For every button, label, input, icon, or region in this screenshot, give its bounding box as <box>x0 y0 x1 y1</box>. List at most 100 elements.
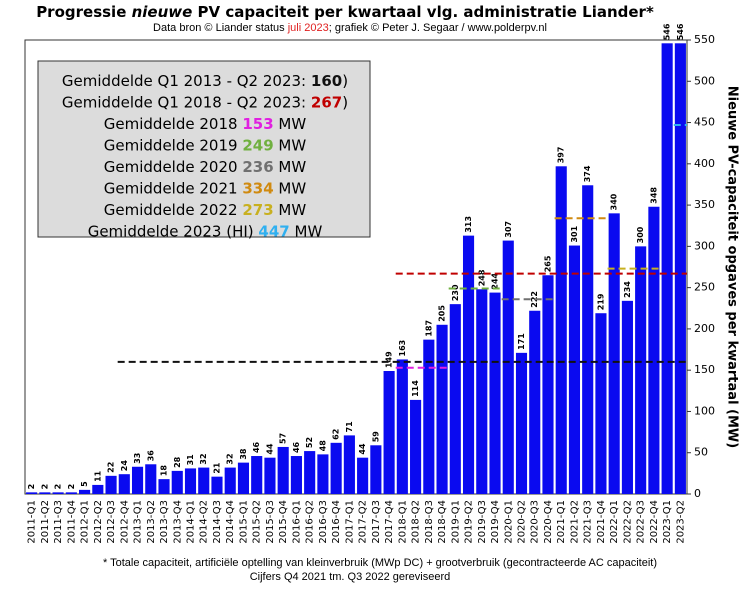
x-tick-label: 2014-Q2 <box>199 500 210 544</box>
footnote: * Totale capaciteit, artificiële optelli… <box>103 557 657 569</box>
x-tick-label: 2023-Q1 <box>662 500 673 544</box>
bar <box>198 467 210 494</box>
value-label: 205 <box>438 305 447 322</box>
value-label: 300 <box>636 226 645 243</box>
value-label: 5 <box>80 481 89 487</box>
x-tick-label: 2021-Q4 <box>596 500 607 544</box>
bar <box>317 454 329 494</box>
x-tick-label: 2020-Q1 <box>503 500 514 544</box>
x-tick-label: 2013-Q3 <box>159 500 170 544</box>
bar <box>648 206 660 494</box>
value-label: 301 <box>570 225 579 242</box>
value-label: 248 <box>477 269 486 286</box>
value-label: 31 <box>186 454 195 466</box>
y-tick-label: 550 <box>694 33 715 46</box>
x-tick-label: 2023-Q2 <box>675 500 686 544</box>
x-tick-label: 2013-Q2 <box>146 500 157 544</box>
legend-value: 153 <box>242 115 273 133</box>
x-tick-label: 2018-Q4 <box>437 500 448 544</box>
legend-entry: Gemiddelde 2022 273 MW <box>104 201 307 219</box>
subtitle-part: Data bron © Liander status <box>153 22 288 34</box>
bar <box>131 466 144 494</box>
value-label: 22 <box>107 462 116 473</box>
value-label: 48 <box>318 440 327 452</box>
value-label: 62 <box>332 429 341 440</box>
bar <box>515 352 528 494</box>
y-tick-label: 400 <box>694 157 715 170</box>
bar <box>264 457 276 494</box>
value-label: 163 <box>398 340 407 357</box>
x-tick-label: 2018-Q2 <box>411 500 422 544</box>
plot-frame <box>24 39 688 495</box>
legend-entry: Gemiddelde 2023 (HI) 447 MW <box>88 222 323 240</box>
bar <box>423 339 435 494</box>
y-tick-label: 50 <box>694 446 708 459</box>
bar <box>621 300 633 494</box>
x-tick-label: 2015-Q3 <box>265 500 276 544</box>
x-tick-label: 2021-Q1 <box>556 500 567 544</box>
subtitle: Data bron © Liander status juli 2023; gr… <box>153 22 547 34</box>
y-tick-label: 0 <box>694 487 701 500</box>
legend-label: Gemiddelde 2018 <box>104 115 238 133</box>
x-tick-label: 2019-Q2 <box>464 500 475 544</box>
bar <box>79 489 91 494</box>
legend-suffix: MW <box>278 136 306 154</box>
value-label: 348 <box>649 187 658 204</box>
legend-value: 447 <box>258 222 289 240</box>
value-label: 244 <box>491 272 500 289</box>
bar <box>118 474 130 494</box>
value-label: 11 <box>93 470 102 482</box>
x-tick-label: 2011-Q4 <box>66 500 77 544</box>
bar <box>661 43 673 494</box>
x-tick-label: 2013-Q1 <box>133 500 144 544</box>
y-tick-label: 300 <box>694 239 715 252</box>
value-label: 33 <box>133 453 142 464</box>
x-tick-label: 2011-Q1 <box>27 500 38 544</box>
x-tick-label: 2014-Q3 <box>212 500 223 544</box>
x-tick-label: 2011-Q2 <box>40 500 51 544</box>
y-tick-label: 500 <box>694 74 715 87</box>
value-label: 44 <box>358 443 367 455</box>
value-label: 59 <box>371 431 380 443</box>
bar <box>635 246 647 494</box>
x-tick-label: 2012-Q4 <box>119 500 130 544</box>
x-tick-label: 2021-Q2 <box>569 500 580 544</box>
bar <box>383 371 395 494</box>
legend-label: Gemiddelde Q1 2013 - Q2 2023: <box>62 72 306 90</box>
value-label: 2 <box>67 484 76 490</box>
legend-value: 160 <box>311 72 342 90</box>
bar <box>489 292 501 494</box>
legend-label: Gemiddelde 2023 (HI) <box>88 222 254 240</box>
value-label: 187 <box>424 320 433 337</box>
value-label: 28 <box>173 456 182 468</box>
legend-entry: Gemiddelde Q1 2013 - Q2 2023: 160) <box>62 72 348 90</box>
bar <box>52 492 64 494</box>
value-label: 46 <box>292 441 301 453</box>
x-tick-label: 2013-Q4 <box>172 500 183 544</box>
bar <box>555 166 567 494</box>
bar <box>595 313 607 494</box>
legend-entry: Gemiddelde 2018 153 MW <box>104 115 307 133</box>
bar <box>396 359 408 494</box>
bar <box>330 442 342 494</box>
legend-value: 236 <box>242 158 273 176</box>
legend-suffix: ) <box>342 72 348 90</box>
bar <box>105 475 117 494</box>
bar <box>158 479 170 494</box>
value-label: 114 <box>411 380 420 397</box>
x-tick-label: 2012-Q1 <box>80 500 91 544</box>
value-label: 71 <box>345 421 354 433</box>
value-label: 340 <box>610 193 619 210</box>
bar <box>145 464 157 494</box>
bar <box>224 467 236 494</box>
bar <box>251 456 263 494</box>
value-label: 149 <box>385 351 394 368</box>
footnote: Cijfers Q4 2021 tm. Q3 2022 gereviseerd <box>250 571 451 583</box>
subtitle-part: ; grafiek © Peter J. Segaar / www.polder… <box>329 22 547 34</box>
x-tick-label: 2022-Q4 <box>649 500 660 544</box>
value-label: 307 <box>504 221 513 238</box>
x-tick-label: 2016-Q2 <box>305 500 316 544</box>
bar <box>476 289 488 494</box>
value-label: 2 <box>27 484 36 490</box>
